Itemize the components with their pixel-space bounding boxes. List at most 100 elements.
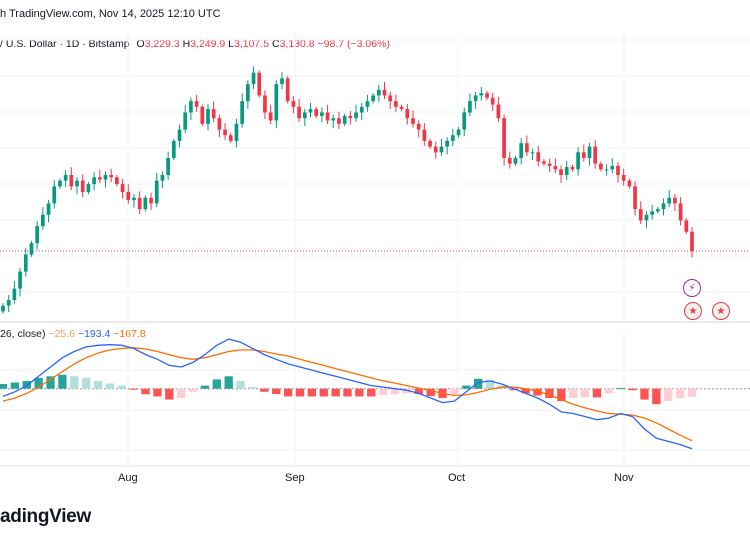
candle-body [149, 197, 153, 204]
candle-body [109, 175, 114, 178]
price-chart[interactable] [0, 0, 750, 470]
candle-body [655, 209, 660, 212]
macd-histogram-bar [426, 388, 435, 397]
candle-body [450, 135, 455, 141]
candle-body [485, 93, 489, 98]
candle-body [382, 89, 387, 96]
candle-body [223, 129, 227, 136]
candle-body [211, 109, 216, 119]
candle-body [650, 211, 654, 215]
macd-histogram-bar [687, 388, 697, 397]
candle-body [348, 115, 353, 119]
macd-signal-line [2, 347, 693, 442]
macd-histogram-bar [93, 380, 103, 389]
macd-histogram-bar [533, 388, 542, 396]
candle-body [439, 146, 444, 153]
macd-histogram-bar [616, 388, 625, 390]
candle-body [200, 106, 205, 124]
macd-histogram-bar [592, 388, 602, 398]
macd-histogram-bar [224, 376, 233, 389]
candle-body [456, 129, 461, 136]
macd-histogram-bar [117, 385, 126, 389]
low-label: L [228, 38, 234, 50]
candle-body [502, 118, 506, 158]
candle-body [171, 140, 176, 158]
candle-body [673, 197, 677, 204]
candle-body [411, 118, 415, 124]
candle-body [132, 197, 136, 200]
candle-body [365, 101, 370, 107]
candle-body [143, 197, 148, 210]
candle-body [251, 72, 256, 85]
macd-histogram-bar [545, 388, 554, 398]
close-value: 3,130.8 [279, 38, 315, 50]
candle-body [177, 129, 182, 141]
candle-body [644, 214, 649, 221]
candle-body [416, 123, 421, 130]
us-flag-event-icon[interactable]: ★ [684, 302, 702, 320]
candle-body [1, 305, 5, 312]
us-flag-event-icon-2[interactable]: ★ [712, 302, 730, 320]
candle-body [542, 161, 546, 164]
candle-body [337, 118, 341, 124]
candle-body [234, 123, 239, 141]
candle-body [137, 197, 142, 210]
macd-histogram-bar [331, 388, 340, 397]
candle-body [23, 254, 28, 272]
candle-body [274, 84, 279, 121]
candle-body [246, 84, 250, 102]
candle-body [297, 106, 301, 119]
macd-histogram-bar [129, 388, 138, 390]
macd-histogram-bar [200, 385, 210, 389]
candle-body [189, 101, 193, 113]
macd-histogram-bar [390, 388, 400, 395]
macd-histogram-bar [580, 388, 590, 398]
candle-body [678, 203, 683, 221]
lightning-event-icon[interactable]: ⚡ [683, 279, 701, 297]
candle-body [291, 101, 296, 107]
macd-histogram-bar [557, 388, 566, 402]
high-label: H [182, 38, 191, 50]
candle-body [75, 180, 79, 187]
macd-histogram-bar [569, 388, 578, 398]
x-tick-nov: Nov [614, 472, 634, 484]
candle-body [394, 101, 398, 107]
macd-histogram-bar [367, 388, 376, 397]
candle-body [18, 271, 22, 289]
candle-body [92, 177, 96, 185]
candle-body [462, 112, 467, 130]
candle-body [428, 140, 432, 147]
candle-body [342, 115, 347, 124]
macd-histogram-bar [283, 388, 293, 397]
candle-body [422, 129, 427, 141]
candle-body [530, 152, 535, 154]
macd-histogram-bar [10, 382, 20, 389]
snapshot-header: h TradingView.com, Nov 14, 2025 12:10 UT… [0, 8, 221, 20]
candle-body [627, 180, 632, 187]
macd-histogram-bar [81, 377, 91, 389]
macd-histogram-bar [46, 376, 55, 389]
macd-legend: 26, close) −25.6 −193.4 −167.8 [0, 328, 146, 340]
change-value: −98.7 (−3.06%) [317, 38, 390, 50]
candle-body [399, 106, 404, 110]
macd-histogram-bar [295, 388, 305, 397]
macd-histogram-bar [319, 388, 328, 397]
candle-body [206, 109, 210, 124]
candle-body [12, 288, 17, 300]
candle-body [217, 118, 222, 130]
macd-histogram-bar [521, 388, 530, 394]
macd-histogram-bar [272, 388, 281, 394]
candle-body [160, 175, 165, 181]
macd-histogram-bar [509, 388, 518, 391]
macd-histogram-bar [105, 383, 115, 389]
candle-body [507, 157, 512, 164]
candle-body [490, 97, 495, 105]
macd-histogram-bar [604, 388, 614, 394]
macd-histogram-bar [0, 384, 8, 389]
candle-body [46, 203, 51, 215]
candle-body [621, 175, 626, 181]
macd-line-value: −193.4 [77, 328, 111, 340]
macd-histogram-bar [70, 376, 79, 389]
high-value: 3,249.9 [190, 38, 226, 50]
macd-params: 26, close) [0, 328, 46, 340]
